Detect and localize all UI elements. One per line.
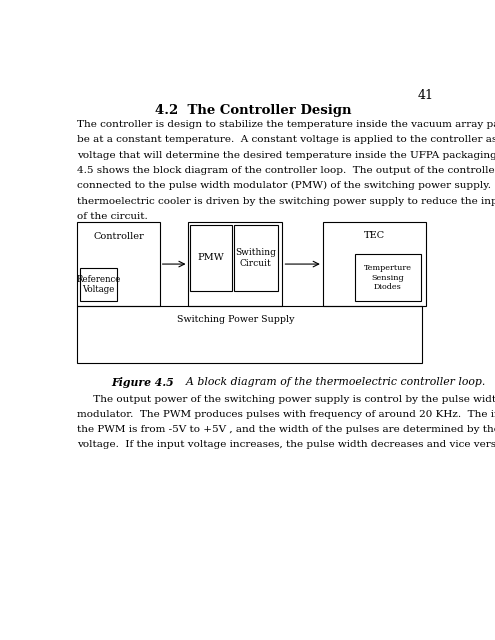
Text: Controller: Controller: [93, 232, 144, 241]
Text: modulator.  The PWM produces pulses with frequency of around 20 KHz.  The input : modulator. The PWM produces pulses with …: [77, 410, 495, 419]
Text: voltage.  If the input voltage increases, the pulse width decreases and vice ver: voltage. If the input voltage increases,…: [77, 440, 495, 449]
Text: be at a constant temperature.  A constant voltage is applied to the controller a: be at a constant temperature. A constant…: [77, 136, 495, 145]
Text: 4.5 shows the block diagram of the controller loop.  The output of the controlle: 4.5 shows the block diagram of the contr…: [77, 166, 495, 175]
Bar: [355, 254, 421, 301]
Text: Figure 4.5: Figure 4.5: [112, 378, 175, 388]
Text: A block diagram of the thermoelectric controller loop.: A block diagram of the thermoelectric co…: [179, 378, 485, 387]
Text: connected to the pulse width modulator (PMW) of the switching power supply.  The: connected to the pulse width modulator (…: [77, 181, 495, 190]
Bar: [80, 268, 117, 301]
Text: of the circuit.: of the circuit.: [77, 212, 148, 221]
Bar: [189, 222, 283, 306]
Bar: [191, 225, 232, 291]
Text: Switching Power Supply: Switching Power Supply: [177, 315, 294, 324]
Text: The controller is design to stabilize the temperature inside the vacuum array pa: The controller is design to stabilize th…: [77, 120, 495, 129]
Text: TEC: TEC: [364, 231, 385, 240]
Text: voltage that will determine the desired temperature inside the UFPA packaging.  : voltage that will determine the desired …: [77, 150, 495, 160]
Text: Temperture
Sensing
Diodes: Temperture Sensing Diodes: [364, 264, 412, 291]
Text: thermoelectric cooler is driven by the switching power supply to reduce the inpu: thermoelectric cooler is driven by the s…: [77, 196, 495, 205]
Text: Reference
Voltage: Reference Voltage: [76, 275, 121, 294]
Text: Swithing
Circuit: Swithing Circuit: [235, 248, 276, 268]
Bar: [323, 222, 426, 306]
Bar: [234, 225, 278, 291]
Bar: [77, 306, 422, 363]
Text: 4.2  The Controller Design: 4.2 The Controller Design: [155, 104, 352, 117]
Bar: [77, 222, 160, 306]
Text: The output power of the switching power supply is control by the pulse width: The output power of the switching power …: [77, 395, 495, 404]
Text: 41: 41: [418, 89, 434, 102]
Text: the PWM is from -5V to +5V , and the width of the pulses are determined by the i: the PWM is from -5V to +5V , and the wid…: [77, 425, 495, 434]
Text: PMW: PMW: [198, 253, 224, 262]
